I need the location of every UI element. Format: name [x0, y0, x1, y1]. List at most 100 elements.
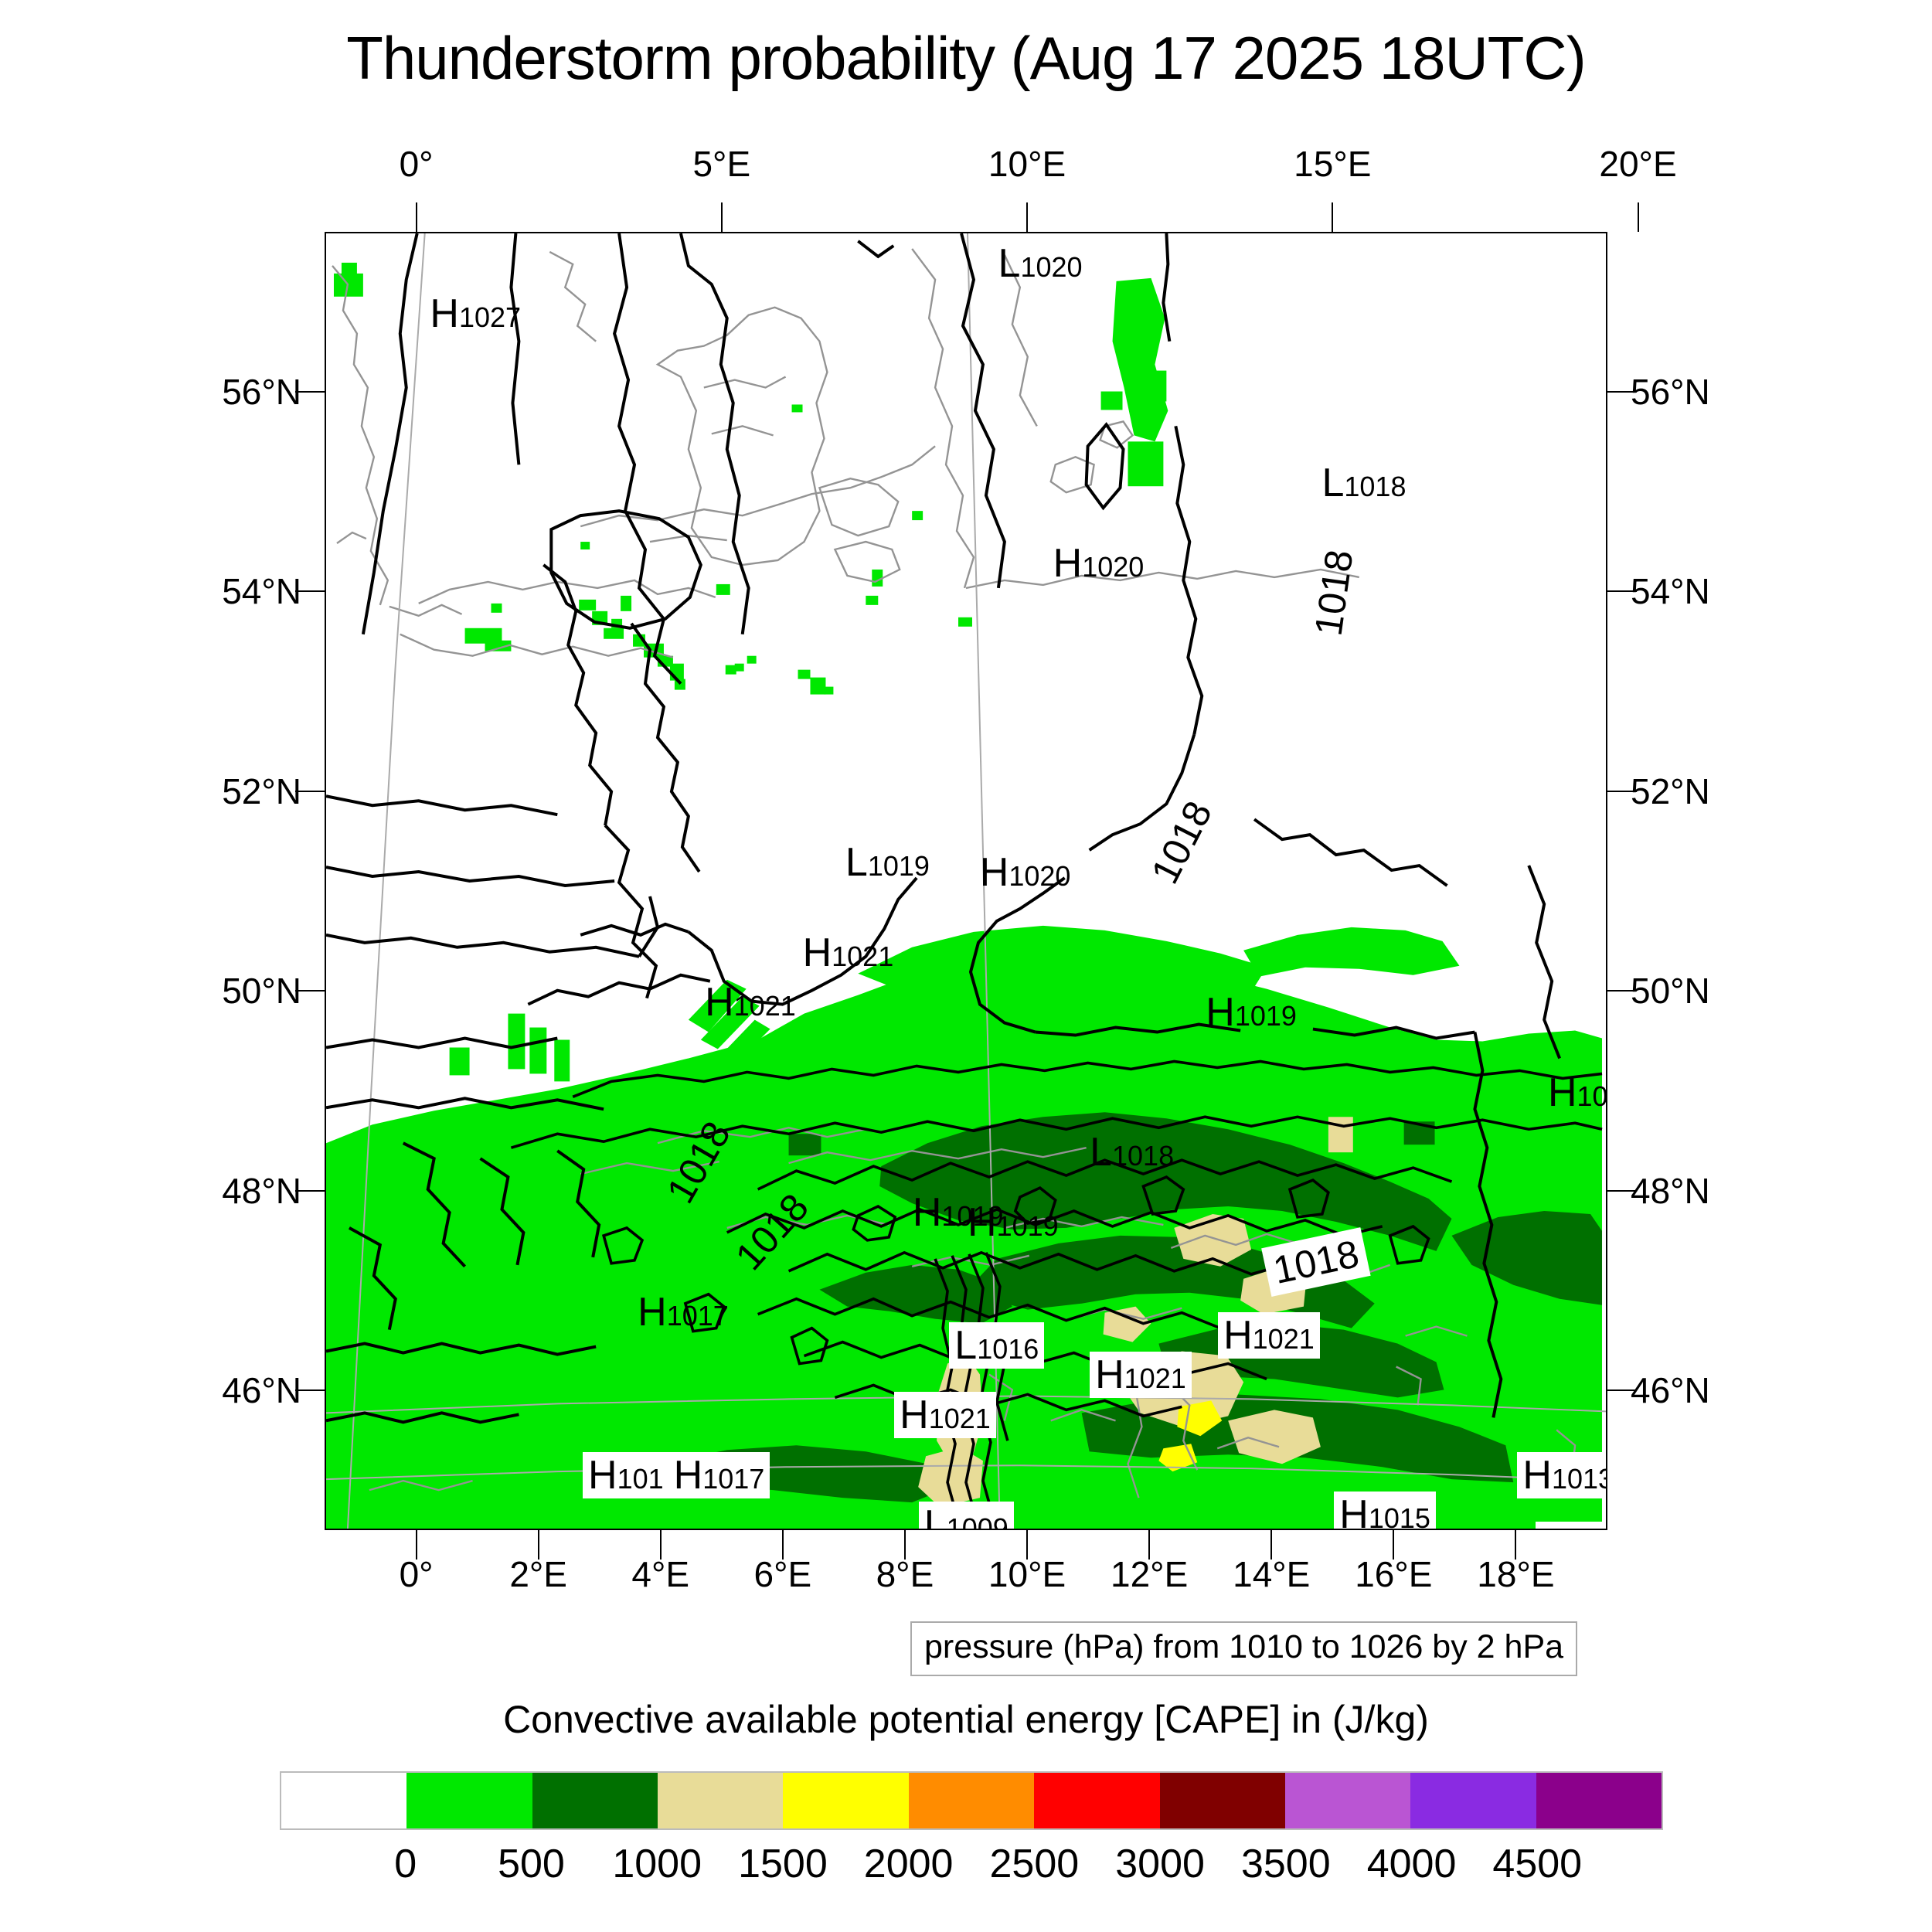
axis-tick-right — [1607, 1389, 1637, 1392]
axis-tick-top — [415, 202, 417, 232]
axis-tick-left — [295, 390, 325, 393]
axis-label-bottom: 4°E — [631, 1554, 690, 1594]
colorbar-tick-2500: 2500 — [989, 1842, 1080, 1886]
pressure-center-l-1016: L1016 — [949, 1321, 1045, 1369]
pressure-center-h-1017: H1017 — [638, 1289, 729, 1335]
axis-tick-right — [1607, 1189, 1637, 1192]
axis-tick-right — [1607, 990, 1637, 992]
pressure-center-h-1021: H1021 — [1090, 1352, 1192, 1399]
colorbar-swatch-10[interactable] — [1536, 1773, 1662, 1828]
axis-tick-bottom — [1148, 1530, 1151, 1560]
map-plot-area[interactable]: H1027 L1020 L1018 H1020 L1019 H1020 H1021 H1021… — [325, 232, 1607, 1530]
coastlines — [332, 248, 1577, 1498]
axis-tick-bottom — [903, 1530, 906, 1560]
axis-tick-left — [295, 790, 325, 792]
colorbar-tick-0: 0 — [394, 1842, 417, 1886]
axis-label-bottom: 16°E — [1355, 1554, 1433, 1594]
meridian-lines — [326, 233, 1606, 1529]
colorbar-tick-labels: 0 500 1000 1500 2000 2500 3000 3500 4000 4500 — [280, 1841, 1663, 1895]
axis-label-bottom: 8°E — [876, 1554, 934, 1594]
colorbar-tick-1500: 1500 — [738, 1842, 828, 1886]
colorbar-tick-500: 500 — [498, 1842, 565, 1886]
pressure-center-l-1009: L1009 — [918, 1502, 1014, 1529]
axis-label-right: 56°N — [1631, 371, 1710, 412]
axis-tick-left — [295, 1389, 325, 1392]
pressure-center-h-1013: H1013 — [1517, 1451, 1606, 1498]
colorbar-swatch-7[interactable] — [1159, 1773, 1285, 1828]
colorbar[interactable] — [280, 1771, 1663, 1830]
colorbar-swatch-3[interactable] — [658, 1773, 784, 1828]
pressure-center-h-1021: H1021 — [1218, 1311, 1320, 1359]
pressure-center-h-101: H101 — [583, 1451, 669, 1498]
axis-tick-top — [720, 202, 723, 232]
axis-tick-bottom — [1026, 1530, 1029, 1560]
axis-tick-top — [1026, 202, 1029, 232]
axis-tick-bottom — [659, 1530, 662, 1560]
pressure-center-h-1021: H1021 — [705, 980, 796, 1026]
axis-tick-bottom — [781, 1530, 784, 1560]
axis-tick-left — [295, 590, 325, 593]
axis-tick-bottom — [1393, 1530, 1395, 1560]
colorbar-swatch-5[interactable] — [908, 1773, 1035, 1828]
colorbar-swatch-9[interactable] — [1410, 1773, 1536, 1828]
axis-label-top: 10°E — [988, 144, 1066, 184]
axis-label-top: 20°E — [1599, 144, 1677, 184]
colorbar-swatch-2[interactable] — [532, 1773, 658, 1828]
axis-label-bottom: 6°E — [753, 1554, 812, 1594]
colorbar-swatch-0[interactable] — [281, 1773, 407, 1828]
pressure-center-h-1021: H1021 — [802, 930, 894, 975]
axis-label-bottom: 12°E — [1111, 1554, 1189, 1594]
pressure-center-h-1020: H1020 — [1053, 540, 1145, 586]
axis-tick-left — [295, 990, 325, 992]
pressure-center-l-1018: L1018 — [1321, 461, 1406, 506]
axis-label-right: 50°N — [1631, 971, 1710, 1012]
axis-tick-left — [295, 1189, 325, 1192]
axis-tick-right — [1607, 390, 1637, 393]
axis-label-bottom: 14°E — [1233, 1554, 1311, 1594]
pressure-center-l-1020: L1020 — [998, 240, 1083, 286]
colorbar-tick-3500: 3500 — [1240, 1842, 1331, 1886]
map-canvas — [326, 233, 1606, 1529]
pressure-center-h-1019: H1019 — [912, 1189, 1004, 1235]
pressure-center-h-1019: H1019 — [1206, 990, 1297, 1036]
axis-tick-bottom — [537, 1530, 539, 1560]
axis-label-left: 48°N — [222, 1170, 301, 1211]
colorbar-tick-3000: 3000 — [1115, 1842, 1205, 1886]
colorbar-swatch-6[interactable] — [1034, 1773, 1160, 1828]
pressure-center-h-1015: H1015 — [1334, 1492, 1436, 1529]
axis-label-right: 54°N — [1631, 571, 1710, 612]
axis-label-bottom: 0° — [399, 1554, 434, 1594]
axis-tick-right — [1607, 790, 1637, 792]
colorbar-swatch-4[interactable] — [783, 1773, 909, 1828]
axis-tick-top — [1332, 202, 1334, 232]
axis-label-left: 56°N — [222, 371, 301, 412]
axis-label-right: 52°N — [1631, 770, 1710, 811]
pressure-center-l-1018: L1018 — [1090, 1130, 1175, 1175]
axis-label-top: 15°E — [1294, 144, 1372, 184]
page-title: Thunderstorm probability (Aug 17 2025 18… — [346, 24, 1586, 92]
axis-label-right: 46°N — [1631, 1370, 1710, 1411]
axis-label-top: 5°E — [692, 144, 751, 184]
pressure-legend-note: pressure (hPa) from 1010 to 1026 by 2 hP… — [910, 1621, 1578, 1676]
pressure-center-h-1017: H1017 — [668, 1451, 770, 1498]
axis-label-left: 54°N — [222, 571, 301, 612]
axis-label-bottom: 18°E — [1477, 1554, 1555, 1594]
axis-tick-top — [1637, 202, 1639, 232]
pressure-center-h-1011: H1011 — [1536, 1522, 1606, 1529]
colorbar-tick-4500: 4500 — [1492, 1842, 1583, 1886]
axis-label-bottom: 10°E — [988, 1554, 1066, 1594]
axis-label-right: 48°N — [1631, 1170, 1710, 1211]
axis-label-left: 52°N — [222, 770, 301, 811]
colorbar-tick-1000: 1000 — [612, 1842, 702, 1886]
axis-tick-right — [1607, 590, 1637, 593]
colorbar-swatch-8[interactable] — [1284, 1773, 1411, 1828]
colorbar-title: Convective available potential energy [C… — [503, 1698, 1429, 1741]
colorbar-swatch-1[interactable] — [406, 1773, 532, 1828]
axis-label-left: 50°N — [222, 971, 301, 1012]
colorbar-tick-2000: 2000 — [863, 1842, 954, 1886]
pressure-center-h-1019: H1019 — [968, 1199, 1059, 1245]
cape-shading-green — [326, 262, 1603, 1529]
axis-tick-bottom — [415, 1530, 417, 1560]
axis-label-left: 46°N — [222, 1370, 301, 1411]
pressure-center-h-1016: H1016 — [1547, 1070, 1607, 1115]
